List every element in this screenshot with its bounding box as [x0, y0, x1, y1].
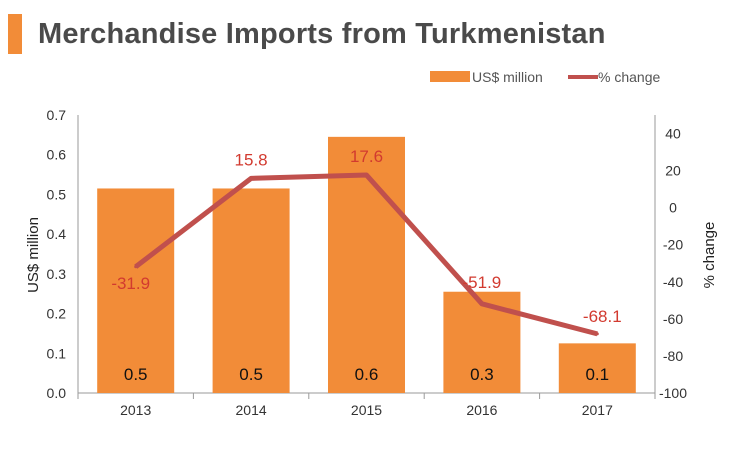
bar	[97, 188, 175, 393]
bar	[212, 188, 290, 393]
bar-value-label: 0.3	[470, 365, 494, 384]
y-axis-title: US$ million	[25, 217, 42, 293]
data-labels: 0.5 0.5 0.6 0.3 0.1 -31.9 15.8 17.6 -51.9 -68.1	[111, 147, 621, 384]
x-tick-label: 2013	[120, 402, 151, 418]
line-value-label: 17.6	[350, 147, 383, 166]
y2-tick-label: -100	[659, 385, 687, 401]
line-value-label: -31.9	[111, 274, 150, 293]
legend-bar-label: US$ million	[472, 69, 543, 85]
x-tick-label: 2014	[236, 402, 267, 418]
y-tick-label: 0.3	[47, 266, 67, 282]
bars	[97, 136, 636, 394]
bar-value-label: 0.5	[239, 365, 263, 384]
x-tick-label: 2017	[582, 402, 613, 418]
y-tick-label: 0.5	[47, 186, 67, 202]
line-point	[365, 173, 368, 177]
x-tick-label: 2015	[351, 402, 382, 418]
title-accent-bar	[8, 14, 22, 54]
y2-tick-label: -60	[663, 311, 683, 327]
axes: 0.0 0.1 0.2 0.3 0.4 0.5 0.6 0.7 40 20 0 -20 -40 -60 -8…	[47, 107, 688, 418]
y-tick-label: 0.6	[47, 147, 67, 163]
chart-title: Merchandise Imports from Turkmenistan	[38, 18, 606, 50]
legend-bar-swatch	[430, 71, 470, 82]
bar	[328, 136, 405, 394]
bar-value-label: 0.1	[585, 365, 609, 384]
line-value-label: -68.1	[583, 307, 622, 326]
line-value-label: 15.8	[235, 150, 268, 169]
y2-tick-label: 40	[665, 126, 681, 142]
y2-tick-label: 0	[669, 200, 677, 216]
bar	[558, 343, 636, 393]
y2-axis-title: % change	[701, 222, 718, 289]
line-value-label: -51.9	[463, 273, 502, 292]
bar-value-label: 0.6	[355, 365, 379, 384]
line-series	[134, 172, 599, 337]
y2-tick-label: -40	[663, 274, 683, 290]
line-point	[480, 302, 484, 306]
legend-line-label: % change	[598, 69, 660, 85]
y-tick-label: 0.7	[47, 107, 67, 123]
y-tick-label: 0.0	[47, 385, 67, 401]
y2-tick-label: -80	[663, 348, 683, 364]
legend: US$ million % change	[430, 69, 660, 85]
line-point	[249, 176, 253, 180]
y2-tick-label: -20	[663, 237, 683, 253]
y-tick-label: 0.2	[47, 306, 67, 322]
x-tick-label: 2016	[466, 402, 497, 418]
bar-value-label: 0.5	[124, 365, 148, 384]
line-point	[595, 332, 599, 336]
line-point	[134, 265, 138, 269]
y-tick-label: 0.1	[47, 345, 67, 361]
y-tick-label: 0.4	[47, 226, 67, 242]
y2-tick-label: 20	[665, 163, 681, 179]
